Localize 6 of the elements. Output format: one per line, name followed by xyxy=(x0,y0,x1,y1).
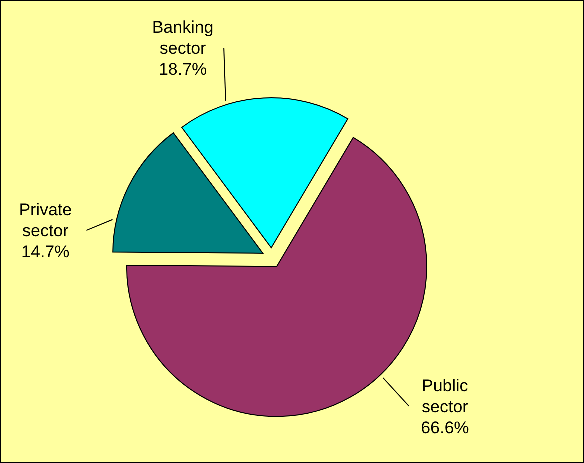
data-label: 14.7% xyxy=(22,242,70,262)
slice-label: Public sector xyxy=(422,376,469,416)
data-label: 66.6% xyxy=(421,418,470,438)
data-label: 18.7% xyxy=(158,60,208,80)
slice-label: Banking sector xyxy=(152,18,214,58)
slice-label: Private sector xyxy=(19,200,72,241)
